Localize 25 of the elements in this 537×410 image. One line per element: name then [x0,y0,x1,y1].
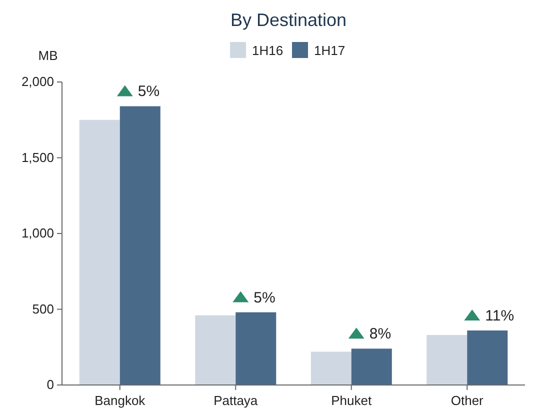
annotation: 8% [369,326,392,343]
x-tick-label: Other [450,393,484,408]
y-tick-label: 2,000 [21,74,54,89]
bar [79,120,120,385]
x-tick-label: Pattaya [214,393,258,408]
bar [120,106,160,385]
y-tick-label: 1,000 [21,226,54,240]
legend-label: 1H16 [252,43,284,58]
y-tick-label: 500 [32,301,54,316]
annotation: 5% [254,289,276,306]
bar [467,330,508,385]
bar [351,348,392,385]
bar [426,335,468,385]
bar [236,312,276,385]
y-tick-label: 1,500 [21,150,54,165]
annotation: 5% [138,83,160,100]
x-tick-label: Phuket [331,393,372,408]
legend-label: 1H17 [314,43,346,58]
x-tick-label: Bangkok [94,393,146,408]
y-tick-label: 0 [46,377,54,392]
annotation: 11% [485,307,514,324]
y-axis-title: MB [38,48,58,63]
chart-title: By Destination [230,10,347,30]
bar [310,352,352,385]
bar [195,315,236,385]
